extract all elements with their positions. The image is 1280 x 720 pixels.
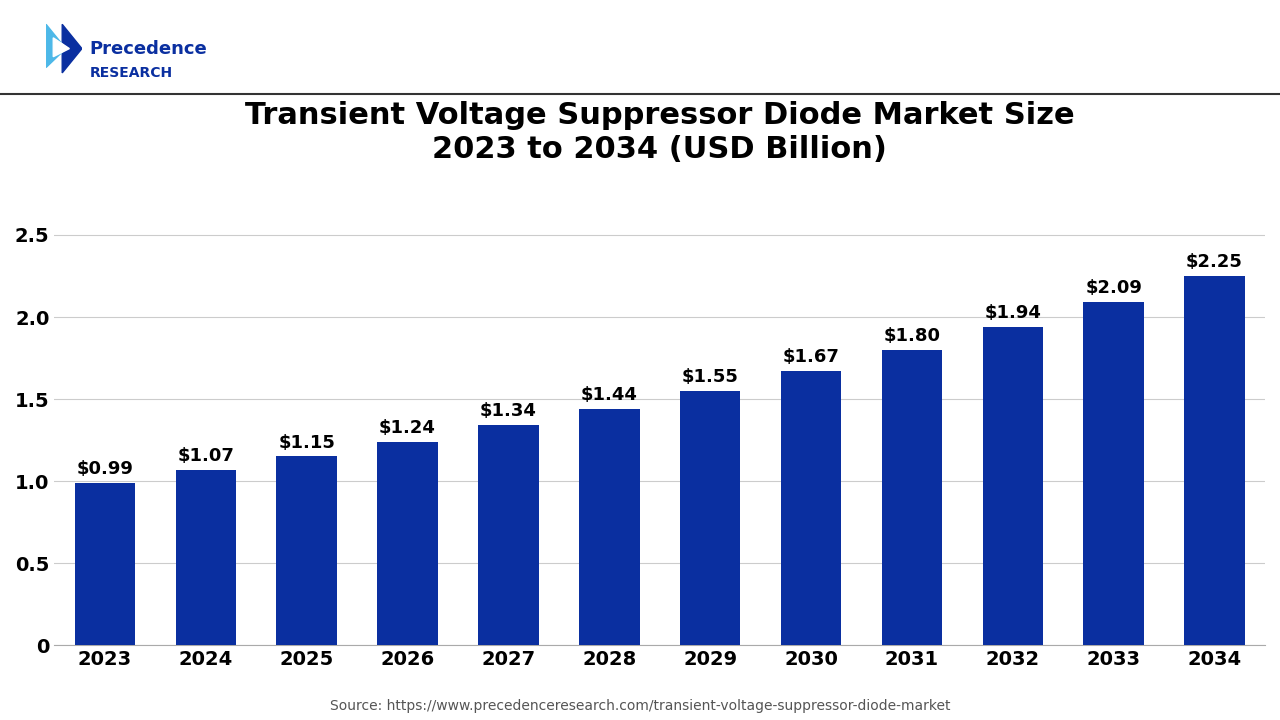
Bar (1184, 276, 1245, 645)
Text: $1.55: $1.55 (682, 368, 739, 386)
Bar (579, 409, 640, 645)
Text: $1.67: $1.67 (782, 348, 840, 366)
Text: $2.09: $2.09 (1085, 279, 1142, 297)
Text: $1.24: $1.24 (379, 419, 436, 437)
Bar (781, 372, 841, 645)
Title: Transient Voltage Suppressor Diode Market Size
2023 to 2034 (USD Billion): Transient Voltage Suppressor Diode Marke… (244, 102, 1074, 164)
Text: $1.15: $1.15 (278, 433, 335, 451)
Text: Source: https://www.precedenceresearch.com/transient-voltage-suppressor-diode-ma: Source: https://www.precedenceresearch.c… (330, 699, 950, 713)
Bar (1083, 302, 1144, 645)
Polygon shape (46, 24, 65, 68)
Bar (175, 469, 236, 645)
Bar (378, 441, 438, 645)
Text: $2.25: $2.25 (1187, 253, 1243, 271)
Bar (983, 327, 1043, 645)
Text: $1.34: $1.34 (480, 402, 536, 420)
Bar (479, 426, 539, 645)
Text: $1.44: $1.44 (581, 386, 637, 404)
Text: $1.94: $1.94 (984, 304, 1041, 322)
Bar (680, 391, 740, 645)
Text: RESEARCH: RESEARCH (90, 66, 173, 80)
Bar (74, 482, 136, 645)
Text: $1.07: $1.07 (178, 446, 234, 464)
Polygon shape (63, 24, 82, 73)
Text: $0.99: $0.99 (77, 460, 133, 478)
Polygon shape (54, 38, 69, 57)
Text: Precedence: Precedence (90, 40, 207, 58)
Text: $1.80: $1.80 (883, 327, 941, 345)
Bar (882, 350, 942, 645)
Bar (276, 456, 337, 645)
